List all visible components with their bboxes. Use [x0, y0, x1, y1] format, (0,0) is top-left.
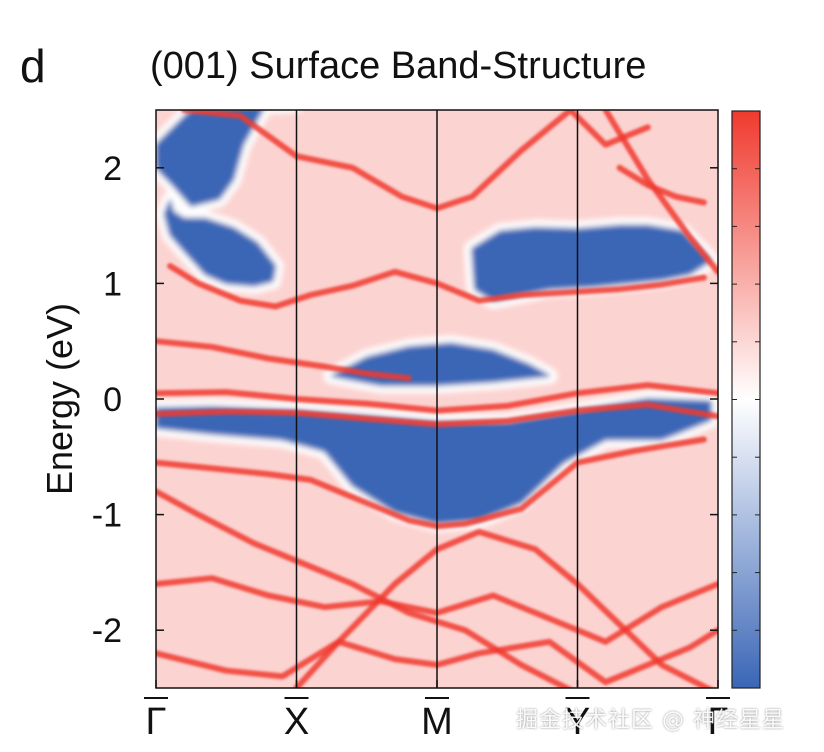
band-line-3 [167, 263, 707, 310]
band-line-4 [181, 110, 651, 212]
band-line-12 [616, 164, 707, 206]
y-tick-label: 1 [103, 265, 122, 303]
y-tick-label: 2 [103, 150, 122, 188]
band-line-5 [156, 436, 707, 530]
k-point-label: Γ [146, 701, 167, 743]
blue-pocket-2 [163, 199, 277, 287]
band-line-8 [156, 488, 573, 688]
band-line-9 [293, 528, 714, 688]
y-tick-label: 0 [103, 381, 122, 419]
k-point-label: Y [565, 701, 590, 743]
y-axis-label: Energy (eV) [39, 303, 80, 495]
band-line-11 [602, 110, 718, 275]
k-point-label: Γ [708, 701, 729, 743]
k-point-label: M [421, 701, 453, 743]
blue-pocket-1 [156, 110, 264, 207]
k-point-label: X [284, 701, 309, 743]
watermark-text: 掘金技术社区 @ 神经星星 [516, 708, 785, 733]
y-tick-label: -1 [92, 497, 122, 535]
y-tick-label: -2 [92, 612, 122, 650]
panel-label: d [20, 40, 46, 92]
chart-title: (001) Surface Band-Structure [150, 45, 646, 87]
